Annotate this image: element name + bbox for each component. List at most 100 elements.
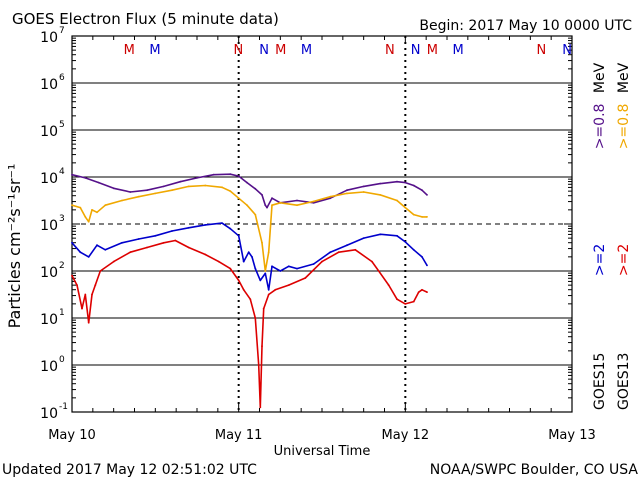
data-point xyxy=(362,185,365,188)
data-point xyxy=(221,186,223,189)
data-point xyxy=(84,216,87,218)
data-point xyxy=(254,187,257,190)
data-point xyxy=(162,185,165,188)
data-point xyxy=(237,234,240,237)
data-point xyxy=(96,211,98,214)
data-point xyxy=(261,241,263,244)
data-point xyxy=(412,184,415,187)
updated-label: Updated 2017 May 12 02:51:02 UTC xyxy=(2,462,257,478)
data-point xyxy=(279,201,282,204)
legend-goes13-ge2: >=2 xyxy=(616,244,632,276)
data-point xyxy=(312,263,315,265)
data-point xyxy=(312,201,315,204)
y-tick-exponent: 4 xyxy=(59,167,65,177)
data-point xyxy=(396,234,398,237)
data-point xyxy=(129,191,132,193)
top-marker: N xyxy=(233,43,243,58)
y-tick-exponent: -1 xyxy=(59,402,68,412)
data-point xyxy=(412,248,415,251)
data-point xyxy=(71,274,73,277)
data-point xyxy=(296,199,298,202)
data-point xyxy=(362,191,365,193)
data-point xyxy=(296,267,298,270)
data-point xyxy=(94,284,97,286)
data-point xyxy=(304,277,307,279)
data-point xyxy=(379,233,382,236)
data-point xyxy=(71,241,73,244)
svg-text:GOES15 >=2 >=0.8: GOES15 >=2 >=0.8 MeV xyxy=(592,62,608,410)
top-marker: N xyxy=(537,43,547,58)
data-point xyxy=(171,189,173,192)
data-point xyxy=(171,230,173,232)
data-point xyxy=(257,364,260,366)
data-point xyxy=(412,300,415,303)
x-axis-ticks: May 10 May 11 May 12 May 13 xyxy=(48,36,596,443)
legend-unit-mev-a: MeV xyxy=(592,62,608,93)
data-point xyxy=(212,173,215,176)
y-tick-exponent: 1 xyxy=(59,308,65,318)
data-point xyxy=(412,213,415,216)
data-point xyxy=(242,260,245,263)
data-point xyxy=(137,195,140,198)
data-point xyxy=(121,199,123,202)
data-point xyxy=(112,187,115,190)
data-point xyxy=(421,216,423,218)
y-tick-label: 10 xyxy=(40,124,58,140)
data-point xyxy=(346,192,348,195)
data-point xyxy=(312,200,315,203)
data-point xyxy=(379,182,382,185)
series-lines xyxy=(71,173,428,409)
data-point xyxy=(146,246,148,249)
data-point xyxy=(204,224,207,226)
x-tick-label: May 13 xyxy=(548,428,596,443)
data-point xyxy=(396,199,398,202)
data-point xyxy=(137,238,140,240)
data-point xyxy=(217,260,220,263)
data-point xyxy=(87,220,90,223)
data-point xyxy=(179,180,182,183)
data-point xyxy=(387,284,390,286)
data-point xyxy=(264,272,267,275)
y-tick-label: 10 xyxy=(40,359,58,375)
data-point xyxy=(426,216,428,218)
data-point xyxy=(242,288,245,291)
legend-unit-mev-b: MeV xyxy=(616,62,632,93)
data-point xyxy=(146,189,148,192)
data-point xyxy=(154,192,157,195)
y-tick-label: 10 xyxy=(40,406,58,422)
data-point xyxy=(354,248,357,251)
data-point xyxy=(87,256,90,258)
data-point xyxy=(204,253,207,256)
data-point xyxy=(71,173,73,176)
x-axis-title: Universal Time xyxy=(274,444,371,459)
y-tick-exponent: 5 xyxy=(59,120,65,130)
data-point xyxy=(267,288,270,291)
y-tick-label: 10 xyxy=(40,218,58,234)
legend-goes13-label: GOES13 xyxy=(616,353,632,410)
data-point xyxy=(396,298,398,301)
x-tick-label: May 10 xyxy=(48,428,96,443)
top-marker: M xyxy=(124,43,135,58)
data-point xyxy=(264,270,267,272)
data-point xyxy=(204,184,207,187)
y-tick-exponent: 2 xyxy=(59,261,65,271)
data-point xyxy=(329,251,332,254)
data-point xyxy=(287,284,290,286)
data-point xyxy=(237,279,240,282)
data-point xyxy=(246,181,248,184)
y-tick-exponent: 0 xyxy=(59,355,65,365)
top-marker: M xyxy=(275,43,286,58)
y-tick-exponent: 6 xyxy=(59,73,65,83)
begin-label: Begin: 2017 May 10 0000 UTC xyxy=(419,18,632,34)
x-tick-label: May 12 xyxy=(382,428,430,443)
data-point xyxy=(404,206,407,209)
data-point xyxy=(76,284,78,286)
data-point xyxy=(426,291,428,293)
data-point xyxy=(84,293,87,296)
data-point xyxy=(237,197,240,200)
data-point xyxy=(271,197,273,200)
y-tick-exponent: 3 xyxy=(59,214,65,224)
data-point xyxy=(261,345,263,348)
